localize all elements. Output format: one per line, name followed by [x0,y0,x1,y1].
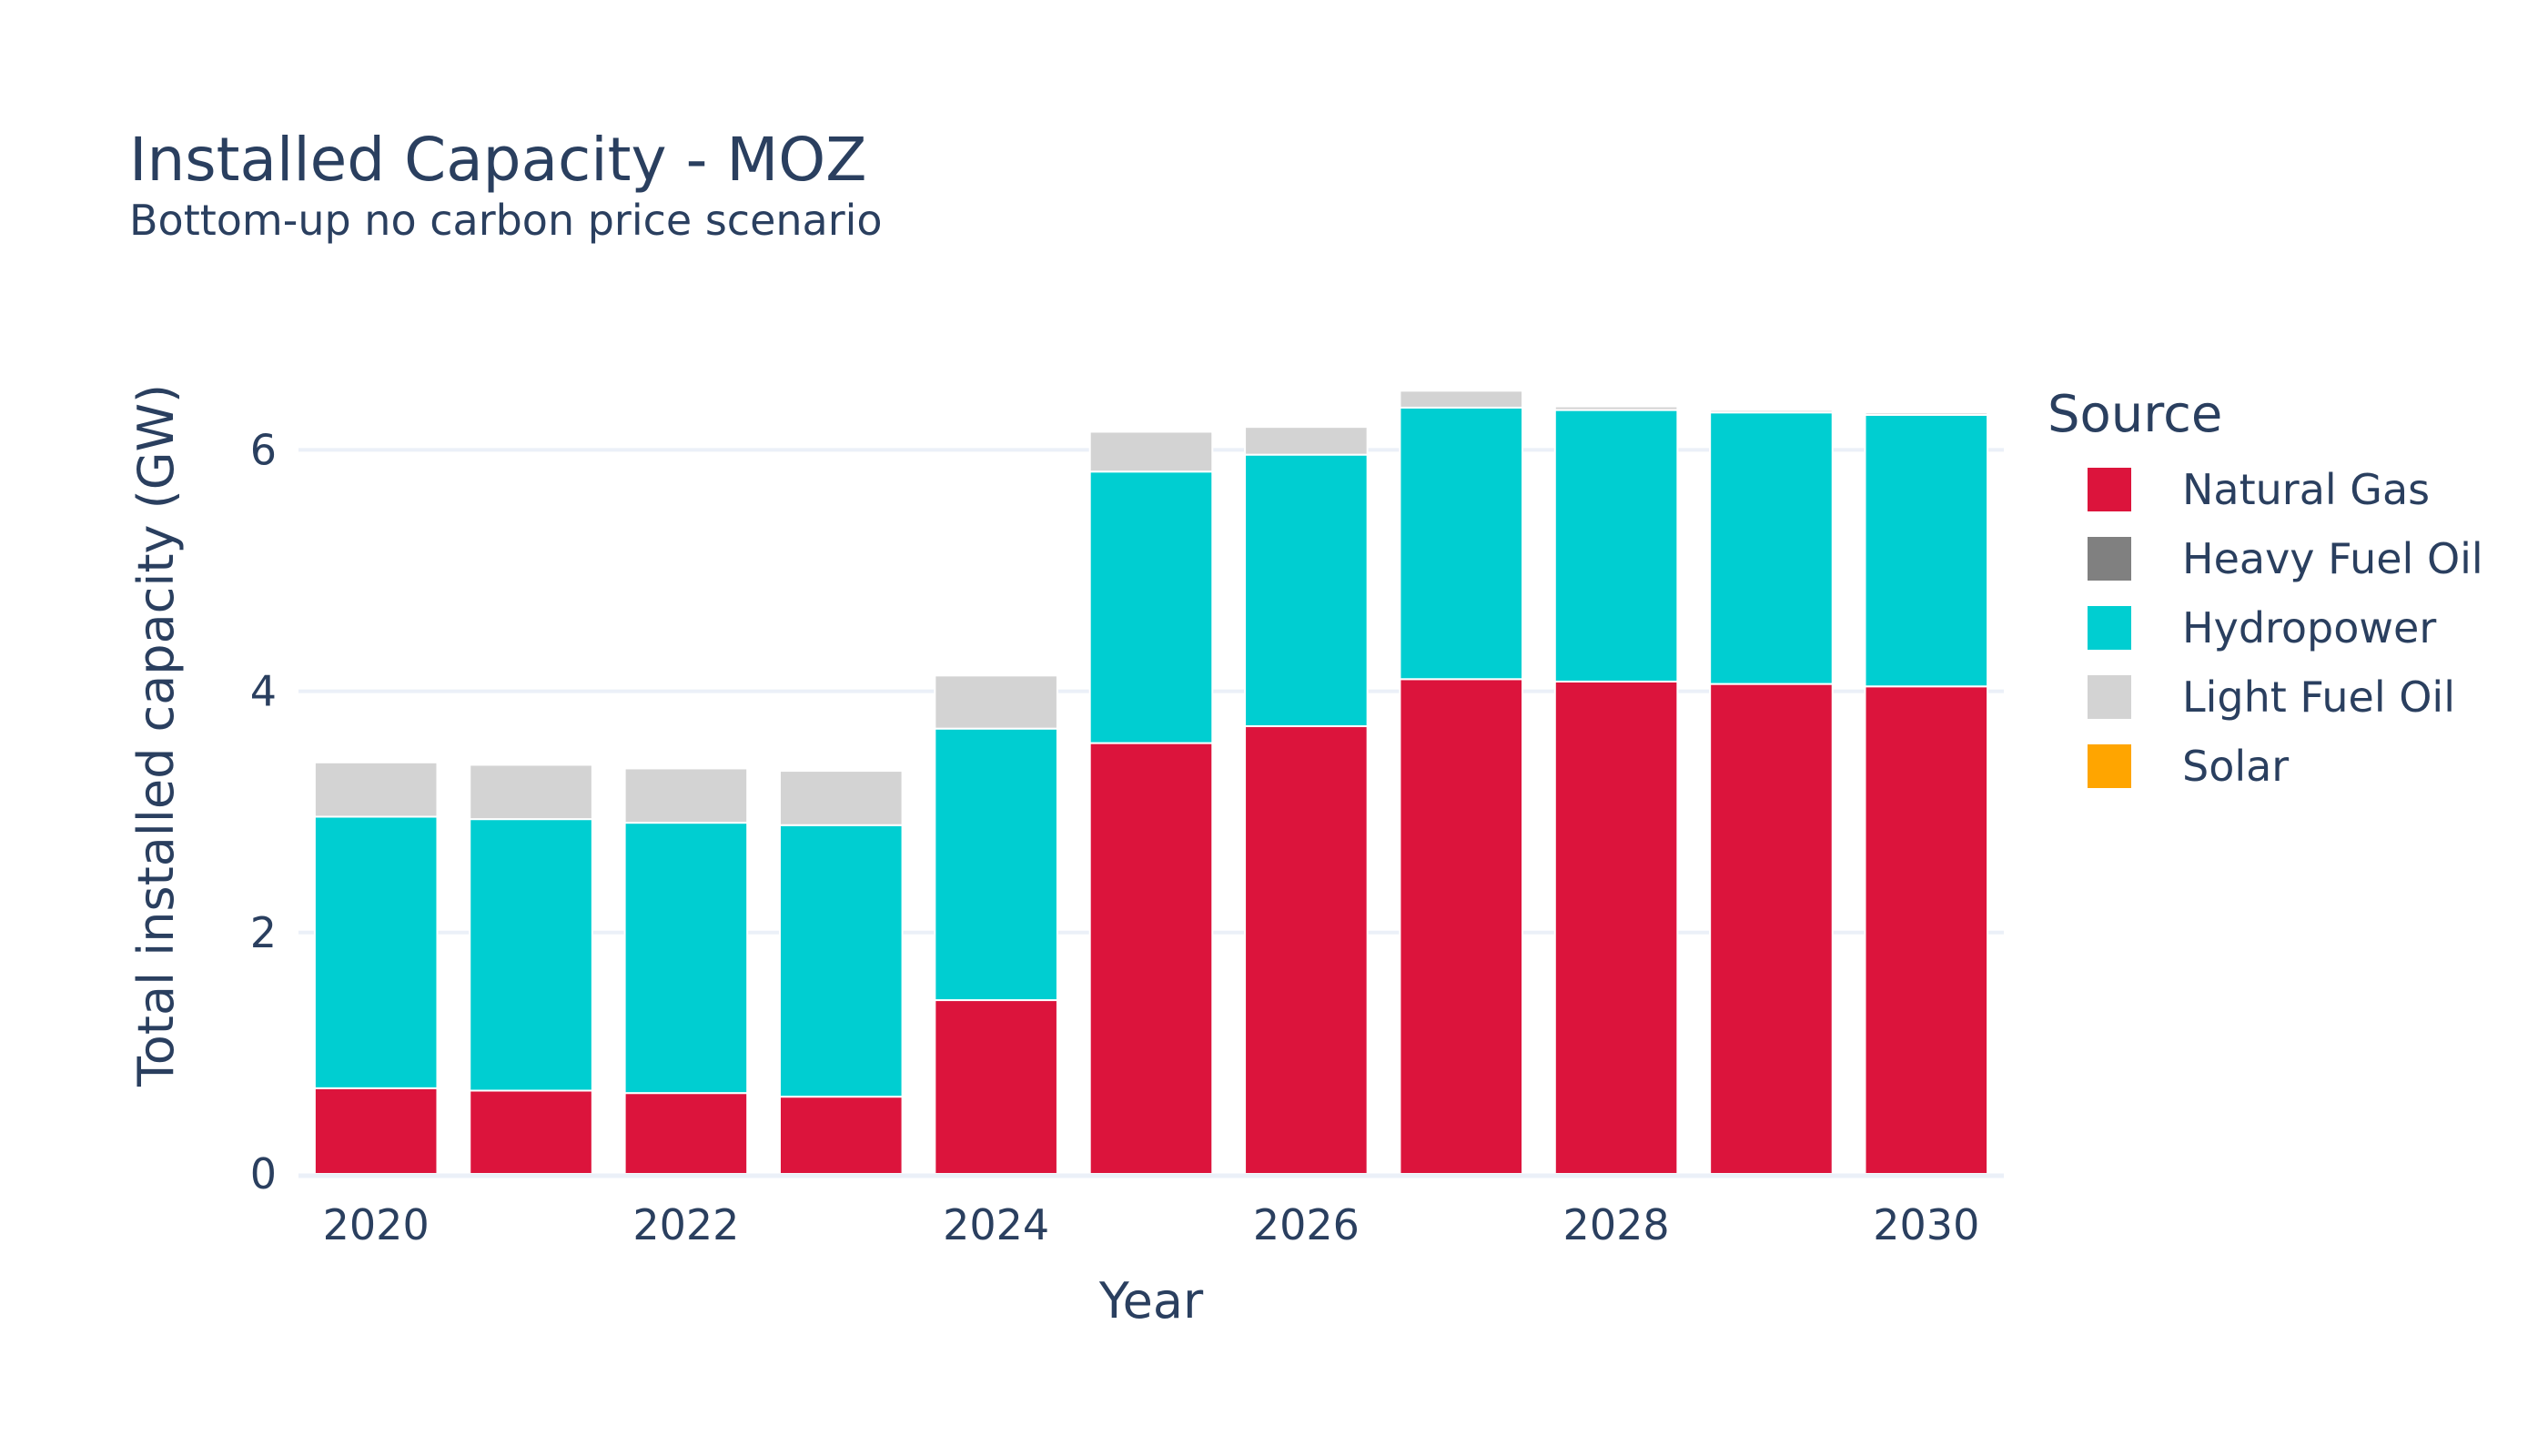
legend-label: Heavy Fuel Oil [2182,534,2483,583]
bar-segment-natural-gas-2023 [778,1096,904,1176]
axes-layer: 0 2 4 6 2020 2022 2024 2026 2028 2030 [250,425,2004,1249]
bar-segment-natural-gas-2029 [1709,682,1834,1175]
bar-segment-light-fuel-oil-2020 [313,761,439,818]
bar-segment-light-fuel-oil-2021 [469,763,593,821]
bar-segment-light-fuel-oil-2028 [1553,405,1679,411]
x-tick-label: 2026 [1253,1200,1360,1249]
bar-segment-natural-gas-2025 [1088,742,1214,1176]
bar-segment-hydropower-2027 [1399,406,1524,681]
bar-segment-light-fuel-oil-2029 [1709,409,1834,414]
bar-segment-light-fuel-oil-2030 [1864,411,1989,416]
y-tick-label: 2 [250,908,277,957]
bar-segment-natural-gas-2021 [469,1089,593,1175]
y-tick-label: 6 [250,425,277,474]
x-tick-label: 2024 [943,1200,1049,1249]
bar-segment-natural-gas-2024 [934,999,1058,1175]
bar-segment-natural-gas-2027 [1399,678,1524,1175]
bar-segment-light-fuel-oil-2024 [934,674,1058,730]
bar-segment-light-fuel-oil-2025 [1088,430,1214,473]
bars-layer [313,389,1989,1176]
legend-swatch [2088,675,2131,719]
bar-segment-hydropower-2028 [1553,409,1679,682]
legend-label: Natural Gas [2182,465,2430,514]
bar-segment-hydropower-2020 [313,815,439,1089]
legend-label: Solar [2182,742,2289,791]
legend: Source Natural Gas Heavy Fuel Oil Hydropow… [2048,385,2483,791]
x-tick-label: 2030 [1873,1200,1979,1249]
legend-items: Natural Gas Heavy Fuel Oil Hydropower Light… [2088,465,2483,791]
bar-segment-hydropower-2023 [778,824,904,1098]
y-tick-label: 4 [250,667,277,716]
chart-title: Installed Capacity - MOZ [129,125,866,195]
bar-segment-light-fuel-oil-2027 [1399,389,1524,409]
bar-segment-light-fuel-oil-2026 [1244,426,1369,456]
legend-swatch [2088,744,2131,788]
x-tick-label: 2022 [632,1200,739,1249]
legend-swatch [2088,468,2131,511]
bar-segment-hydropower-2026 [1244,453,1369,728]
y-axis-title: Total installed capacity (GW) [127,384,185,1087]
bar-segment-hydropower-2024 [934,727,1058,1002]
bar-segment-natural-gas-2026 [1244,725,1369,1175]
bar-segment-hydropower-2025 [1088,470,1214,744]
bar-segment-natural-gas-2028 [1553,680,1679,1175]
legend-title: Source [2048,385,2222,444]
bar-segment-light-fuel-oil-2023 [778,770,904,826]
bar-segment-natural-gas-2020 [313,1087,439,1175]
chart-subtitle: Bottom-up no carbon price scenario [129,196,883,245]
bar-segment-light-fuel-oil-2022 [623,767,749,824]
x-axis-title: Year [1098,1272,1204,1330]
bar-segment-hydropower-2029 [1709,411,1834,685]
bar-segment-natural-gas-2022 [623,1092,749,1176]
y-tick-label: 0 [250,1149,277,1198]
bar-segment-hydropower-2022 [623,822,749,1095]
bar-segment-hydropower-2030 [1864,413,1989,688]
legend-label: Hydropower [2182,603,2436,652]
legend-label: Light Fuel Oil [2182,672,2455,722]
legend-swatch [2088,606,2131,650]
x-tick-label: 2020 [323,1200,430,1249]
x-tick-label: 2028 [1563,1200,1670,1249]
legend-swatch [2088,537,2131,581]
bar-segment-natural-gas-2030 [1864,685,1989,1175]
bar-segment-hydropower-2021 [469,818,593,1092]
